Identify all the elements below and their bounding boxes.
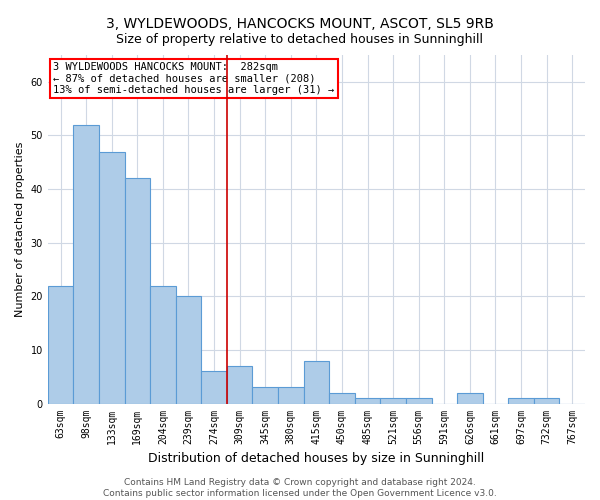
Bar	[380, 398, 406, 404]
Bar	[278, 388, 304, 404]
Bar	[329, 393, 355, 404]
Bar	[48, 286, 73, 404]
Bar	[73, 124, 99, 404]
Bar	[150, 286, 176, 404]
Bar	[176, 296, 201, 404]
Bar	[125, 178, 150, 404]
Y-axis label: Number of detached properties: Number of detached properties	[15, 142, 25, 317]
X-axis label: Distribution of detached houses by size in Sunninghill: Distribution of detached houses by size …	[148, 452, 485, 465]
Bar	[201, 372, 227, 404]
Text: Size of property relative to detached houses in Sunninghill: Size of property relative to detached ho…	[116, 32, 484, 46]
Bar	[457, 393, 482, 404]
Bar	[253, 388, 278, 404]
Bar	[227, 366, 253, 404]
Bar	[355, 398, 380, 404]
Text: 3 WYLDEWOODS HANCOCKS MOUNT:  282sqm
← 87% of detached houses are smaller (208)
: 3 WYLDEWOODS HANCOCKS MOUNT: 282sqm ← 87…	[53, 62, 334, 95]
Text: 3, WYLDEWOODS, HANCOCKS MOUNT, ASCOT, SL5 9RB: 3, WYLDEWOODS, HANCOCKS MOUNT, ASCOT, SL…	[106, 18, 494, 32]
Text: Contains HM Land Registry data © Crown copyright and database right 2024.
Contai: Contains HM Land Registry data © Crown c…	[103, 478, 497, 498]
Bar	[99, 152, 125, 404]
Bar	[304, 360, 329, 404]
Bar	[508, 398, 534, 404]
Bar	[406, 398, 431, 404]
Bar	[534, 398, 559, 404]
